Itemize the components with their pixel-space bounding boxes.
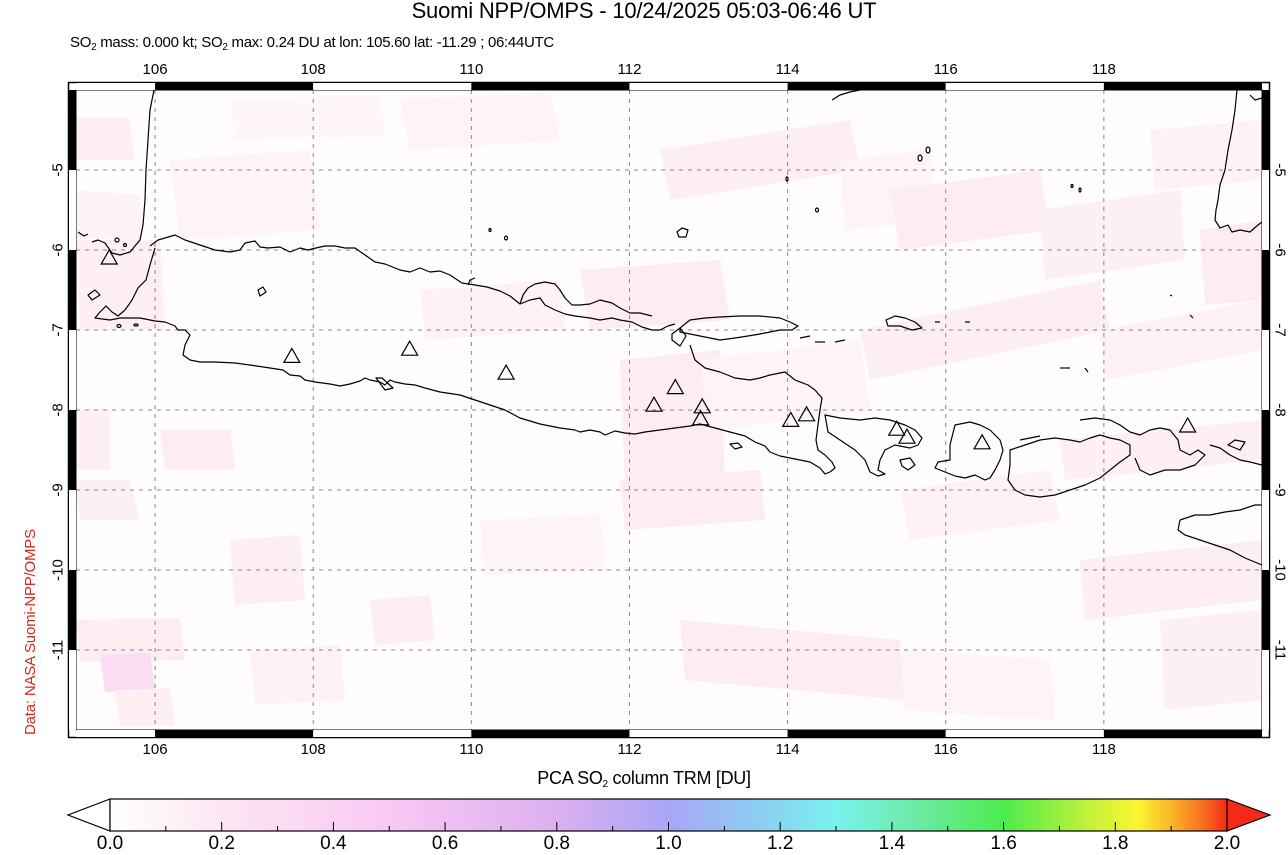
volcano-icon: [644, 395, 664, 412]
coastlines: [77, 90, 1262, 566]
x-tick-label: 116: [933, 61, 958, 78]
x-tick-label: 108: [300, 741, 326, 758]
volcano-icon: [282, 347, 301, 363]
x-tick-label: 112: [617, 61, 642, 78]
y-tick-label: -11: [49, 639, 67, 661]
y-tick-label: -5: [49, 163, 67, 177]
y-tick-label: -5: [1271, 163, 1288, 177]
so2-summary: SO2 mass: 0.000 kt; SO2 max: 0.24 DU at …: [70, 34, 554, 53]
volcano-icon: [400, 339, 419, 356]
y-tick-label: -6: [1271, 243, 1288, 257]
colorbar-title: PCA SO2 column TRM [DU]: [0, 768, 1288, 790]
x-tick-label: 114: [775, 61, 800, 78]
colorbar-title-prefix: PCA SO: [537, 768, 603, 788]
so2-max-text: max: 0.24 DU at lon: 105.60 lat: -11.29 …: [227, 34, 555, 51]
volcano-icon: [1178, 416, 1197, 433]
colorbar-tick-label: 1.0: [655, 833, 682, 854]
graticule: [76, 90, 1262, 730]
volcano-icon: [887, 419, 906, 436]
colorbar-tick-label: 0.4: [320, 833, 347, 854]
x-tick-label: 116: [933, 741, 958, 758]
volcano-icon: [666, 378, 685, 395]
y-tick-label: -6: [49, 243, 67, 257]
volcano-icon: [897, 427, 917, 444]
y-tick-label: -10: [49, 559, 67, 581]
volcano-icon: [100, 248, 119, 265]
colorbar-title-suffix: column TRM [DU]: [607, 768, 751, 788]
y-tick-label: -8: [1271, 403, 1288, 417]
colorbar-under-arrow: [66, 798, 111, 832]
y-tick-label: -10: [1271, 559, 1288, 581]
colorbar-tick-label: 1.2: [766, 833, 794, 854]
colorbar-tick-label: 1.6: [990, 833, 1017, 854]
volcano-icon: [973, 433, 992, 450]
colorbar-tick-label: 0.8: [543, 833, 571, 854]
volcano-icon: [781, 411, 800, 427]
colorbar-tick-label: 1.8: [1102, 833, 1129, 854]
subscript: 2: [602, 779, 609, 790]
x-tick-label: 114: [775, 741, 800, 758]
y-tick-label: -7: [1271, 323, 1288, 337]
map-title: Suomi NPP/OMPS - 10/24/2025 05:03-06:46 …: [411, 0, 877, 23]
volcano-markers: [100, 248, 1197, 450]
x-tick-label: 110: [459, 61, 484, 78]
volcano-icon: [691, 409, 710, 426]
x-tick-label: 112: [617, 741, 642, 758]
volcano-icon: [797, 405, 816, 422]
map-frame: [67, 81, 1271, 739]
x-tick-label: 106: [142, 741, 168, 758]
so2-text: SO: [70, 34, 92, 51]
so2-mass-text: mass: 0.000 kt; SO: [96, 34, 223, 51]
colorbar-tick-label: 0.0: [96, 833, 124, 854]
colorbar: [66, 798, 1272, 832]
y-tick-label: -7: [49, 323, 67, 337]
x-tick-label: 118: [1091, 741, 1116, 758]
colorbar-over-arrow: [1226, 798, 1272, 832]
colorbar-tick-label: 2.0: [1213, 833, 1241, 854]
volcano-icon: [497, 363, 516, 380]
y-tick-label: -8: [49, 403, 67, 417]
x-tick-label: 118: [1091, 61, 1116, 78]
colorbar-tick-label: 0.6: [431, 833, 459, 854]
y-tick-label: -9: [1271, 483, 1288, 497]
y-tick-label: -11: [1271, 639, 1288, 661]
x-tick-label: 110: [459, 741, 484, 758]
subscript: 2: [222, 42, 228, 53]
colorbar-tick-label: 0.2: [208, 833, 235, 854]
subscript: 2: [91, 42, 97, 53]
x-tick-label: 106: [142, 61, 168, 78]
so2-pixels: [76, 92, 1262, 727]
x-tick-label: 108: [300, 61, 326, 78]
colorbar-tick-label: 1.4: [878, 833, 906, 854]
y-tick-label: -9: [49, 483, 67, 497]
